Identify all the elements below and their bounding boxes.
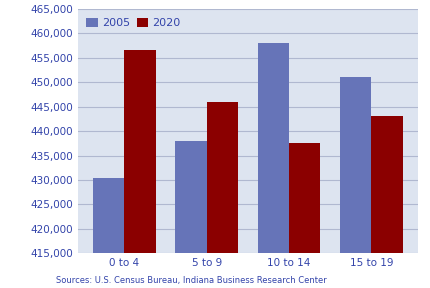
Bar [124,50,155,288]
Bar [339,77,371,288]
Bar [257,43,289,288]
Bar [289,143,319,288]
Bar [175,141,206,288]
Text: Sources: U.S. Census Bureau, Indiana Business Research Center: Sources: U.S. Census Bureau, Indiana Bus… [56,276,326,285]
Bar [206,102,237,288]
Legend: 2005, 2020: 2005, 2020 [83,14,184,31]
Bar [93,177,124,288]
Bar [371,116,402,288]
